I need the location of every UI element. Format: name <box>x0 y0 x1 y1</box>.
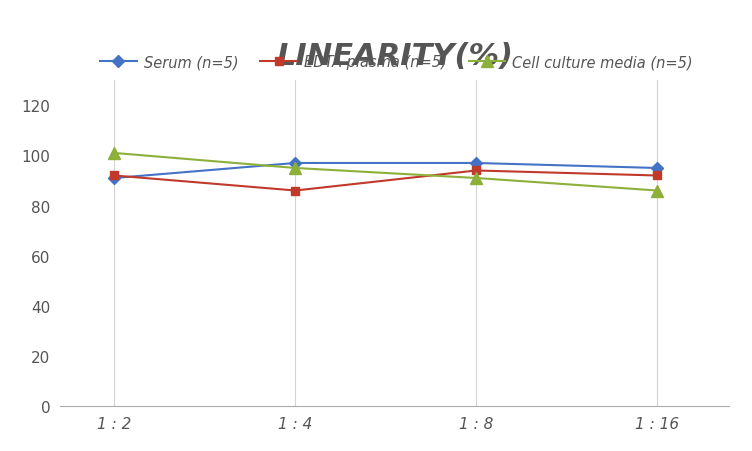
Title: LINEARITY(%): LINEARITY(%) <box>276 41 514 70</box>
Legend: Serum (n=5), EDTA plasma (n=5), Cell culture media (n=5): Serum (n=5), EDTA plasma (n=5), Cell cul… <box>94 50 699 76</box>
Serum (n=5) <box>653 166 662 171</box>
Cell culture media (n=5) <box>110 151 119 156</box>
Line: Cell culture media (n=5): Cell culture media (n=5) <box>109 148 663 197</box>
EDTA plasma (n=5) <box>653 173 662 179</box>
Line: Serum (n=5): Serum (n=5) <box>111 160 661 183</box>
Cell culture media (n=5) <box>291 166 300 171</box>
Serum (n=5) <box>291 161 300 166</box>
Serum (n=5) <box>110 176 119 181</box>
Serum (n=5) <box>472 161 481 166</box>
EDTA plasma (n=5) <box>110 173 119 179</box>
EDTA plasma (n=5) <box>472 168 481 174</box>
Cell culture media (n=5) <box>653 189 662 194</box>
Line: EDTA plasma (n=5): EDTA plasma (n=5) <box>111 167 661 195</box>
Cell culture media (n=5) <box>472 176 481 181</box>
EDTA plasma (n=5) <box>291 189 300 194</box>
